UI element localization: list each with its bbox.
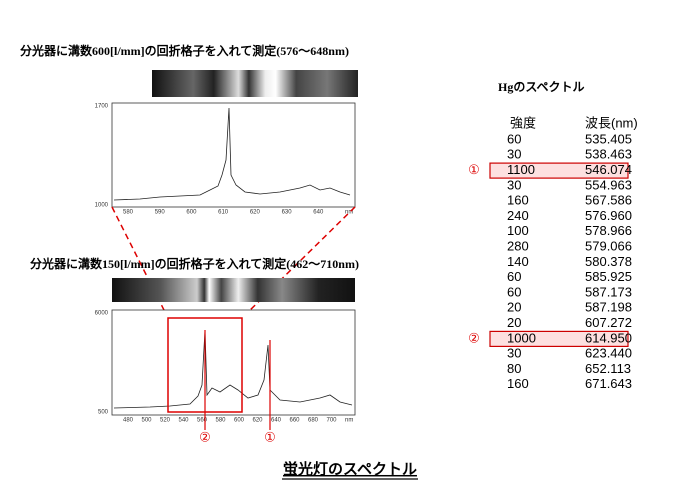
row-highlight	[489, 162, 629, 179]
x-label: 600	[186, 210, 197, 216]
top-title: 分光器に溝数600[l/mm]の回折格子を入れて測定(576～648nm)	[20, 43, 349, 58]
x-label: 540	[178, 418, 189, 424]
x-label: 480	[123, 418, 134, 424]
table-header: 波長(nm)	[585, 115, 638, 130]
x-label: 640	[271, 418, 282, 424]
wavelength: 538.463	[585, 147, 632, 162]
intensity: 280	[507, 239, 529, 254]
x-label: 620	[252, 418, 263, 424]
intensity: 20	[507, 315, 521, 330]
intensity: 160	[507, 376, 529, 391]
table-rows: 60 535.405 30 538.463 ① 1100 546.074 30 554.963 1…	[468, 131, 632, 391]
plot-frame	[111, 102, 356, 208]
x-label: 520	[160, 418, 171, 424]
spectrum-strip	[112, 278, 355, 302]
wavelength: 614.950	[585, 330, 632, 345]
table-header: 強度	[510, 115, 536, 130]
x-unit: nm	[345, 418, 353, 424]
x-label: 620	[250, 210, 261, 216]
intensity: 30	[507, 177, 521, 192]
wavelength: 652.113	[585, 361, 631, 376]
x-labels: 580 590 600 610 620 630 640 nm	[123, 210, 353, 216]
row-highlight	[489, 330, 629, 347]
wavelength: 587.198	[585, 300, 632, 315]
wavelength: 578.966	[585, 223, 632, 238]
row-marker: ②	[468, 330, 480, 345]
spectrum-curve	[113, 107, 351, 201]
x-label: 630	[282, 210, 293, 216]
y-label: 1700	[95, 104, 109, 110]
wavelength: 580.378	[585, 254, 632, 269]
intensity: 1000	[507, 330, 536, 345]
wavelength: 623.440	[585, 346, 632, 361]
wavelength: 585.925	[585, 269, 632, 284]
x-label: 590	[155, 210, 166, 216]
intensity: 60	[507, 269, 521, 284]
spectrum-strip	[152, 70, 358, 97]
intensity: 30	[507, 147, 521, 162]
wavelength: 607.272	[585, 315, 632, 330]
intensity: 140	[507, 254, 529, 269]
x-unit: nm	[345, 210, 353, 216]
x-label: 580	[215, 418, 226, 424]
y-label: 6000	[95, 311, 109, 317]
x-label: 580	[123, 210, 134, 216]
marker: ①	[264, 429, 276, 444]
wavelength: 671.643	[585, 376, 632, 391]
y-label: 500	[98, 410, 109, 416]
x-label: 500	[141, 418, 152, 424]
x-label: 660	[289, 418, 300, 424]
wavelength: 579.066	[585, 239, 632, 254]
x-labels: 480 500 520 540 560 580 600 620 640 660 680 700 nm	[123, 418, 353, 424]
x-label: 610	[218, 210, 229, 216]
intensity: 20	[507, 300, 521, 315]
x-label: 600	[234, 418, 245, 424]
spectrum-curve	[113, 329, 353, 409]
wavelength: 567.586	[585, 193, 632, 208]
x-label: 640	[313, 210, 324, 216]
intensity: 60	[507, 131, 521, 146]
intensity: 1100	[507, 162, 535, 177]
x-label: 560	[197, 418, 208, 424]
caption: 蛍光灯のスペクトル	[283, 460, 417, 478]
intensity: 30	[507, 346, 521, 361]
marker: ②	[199, 429, 211, 444]
plot-frame	[111, 309, 356, 416]
wavelength: 546.074	[585, 162, 632, 177]
wavelength: 576.960	[585, 208, 632, 223]
wavelength: 587.173	[585, 284, 632, 299]
x-label: 680	[308, 418, 319, 424]
wavelength: 554.963	[585, 177, 632, 192]
intensity: 60	[507, 284, 521, 299]
wavelength: 535.405	[585, 131, 632, 146]
intensity: 80	[507, 361, 521, 376]
row-marker: ①	[468, 162, 480, 177]
x-label: 700	[326, 418, 337, 424]
bottom-title: 分光器に溝数150[l/mm]の回折格子を入れて測定(462～710nm)	[30, 256, 359, 271]
intensity: 100	[507, 223, 529, 238]
y-label: 1000	[95, 203, 109, 209]
table-title: Hgのスペクトル	[498, 80, 585, 94]
intensity: 160	[507, 193, 529, 208]
intensity: 240	[507, 208, 529, 223]
